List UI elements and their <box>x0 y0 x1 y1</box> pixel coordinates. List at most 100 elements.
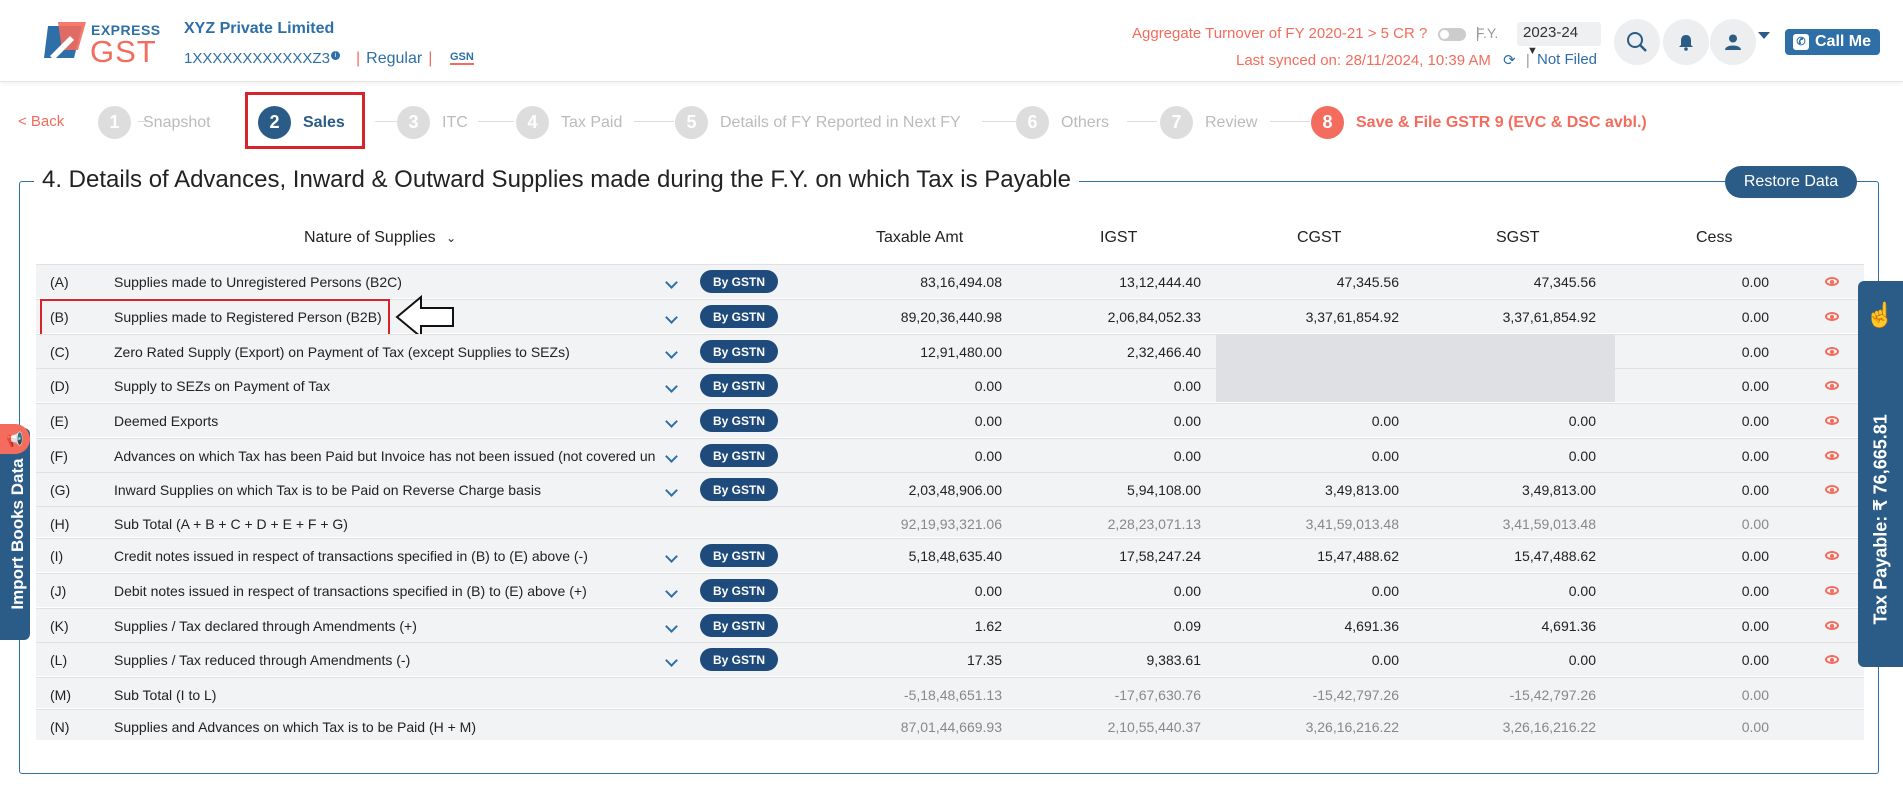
back-link[interactable]: < Back <box>18 113 65 130</box>
step-itc[interactable]: 3 ITC <box>397 106 468 139</box>
chevron-down-icon[interactable] <box>665 620 678 633</box>
eye-icon[interactable] <box>1825 381 1839 390</box>
row-code: (A) <box>50 274 69 290</box>
user-icon <box>1725 34 1741 50</box>
step-review[interactable]: 7 Review <box>1160 106 1257 139</box>
by-gstn-button[interactable]: By GSTN <box>700 614 778 637</box>
row-code: (L) <box>50 652 68 668</box>
sgst-amt: 3,41,59,013.48 <box>1502 516 1596 532</box>
step-next-fy-details[interactable]: 5 Details of FY Reported in Next FY <box>675 106 961 139</box>
row-label: Supplies / Tax reduced through Amendment… <box>114 652 411 668</box>
b2b-row-highlight <box>40 299 390 336</box>
cess-amt: 0.00 <box>1741 413 1769 429</box>
chevron-down-icon[interactable] <box>665 380 678 393</box>
eye-icon[interactable] <box>1825 277 1839 286</box>
header-cgst: CGST <box>1297 229 1342 246</box>
taxable-amt: 0.00 <box>974 413 1002 429</box>
gsn-badge[interactable]: GSN <box>450 51 474 65</box>
stepper-connector <box>982 121 1016 122</box>
step-save-file[interactable]: 8 Save & File GSTR 9 (EVC & DSC avbl.) <box>1311 106 1647 139</box>
table-row: (E) Deemed Exports By GSTN 0.00 0.00 0.0… <box>36 403 1864 437</box>
igst-amt: 0.09 <box>1173 618 1201 634</box>
stepper-connector <box>1127 121 1157 122</box>
cess-amt: 0.00 <box>1741 652 1769 668</box>
by-gstn-button[interactable]: By GSTN <box>700 305 778 328</box>
chevron-down-icon[interactable] <box>665 654 678 667</box>
cgst-amt: 15,47,488.62 <box>1317 548 1399 564</box>
by-gstn-button[interactable]: By GSTN <box>700 374 778 397</box>
fy-select[interactable]: 2023-24 ▼ <box>1517 22 1601 57</box>
eye-icon[interactable] <box>1825 312 1839 321</box>
row-code: (N) <box>50 719 70 735</box>
header-sgst: SGST <box>1496 229 1540 246</box>
eye-icon[interactable] <box>1825 451 1839 460</box>
by-gstn-button[interactable]: By GSTN <box>700 340 778 363</box>
row-label: Supplies / Tax declared through Amendmen… <box>114 618 417 634</box>
row-code: (J) <box>50 583 67 599</box>
step-number: 7 <box>1160 106 1193 139</box>
eye-icon[interactable] <box>1825 586 1839 595</box>
info-icon[interactable]: i <box>330 51 340 60</box>
chevron-down-icon[interactable] <box>665 276 678 289</box>
by-gstn-button[interactable]: By GSTN <box>700 270 778 293</box>
row-label: Sub Total (A + B + C + D + E + F + G) <box>114 516 348 532</box>
by-gstn-button[interactable]: By GSTN <box>700 579 778 602</box>
tax-payable-tab[interactable]: Tax Payable: ₹ 76,665.81 <box>1858 281 1903 667</box>
sgst-amt: 3,37,61,854.92 <box>1502 309 1596 325</box>
step-others[interactable]: 6 Others <box>1016 106 1109 139</box>
chevron-down-icon[interactable] <box>665 484 678 497</box>
chevron-down-icon[interactable] <box>665 311 678 324</box>
import-books-data-tab[interactable]: Import Books Data <box>0 428 30 640</box>
gstn-search-button[interactable] <box>1614 19 1660 65</box>
step-sales[interactable]: 2 Sales <box>258 106 345 139</box>
eye-icon[interactable] <box>1825 485 1839 494</box>
eye-icon[interactable] <box>1825 551 1839 560</box>
taxable-amt: 0.00 <box>974 378 1002 394</box>
sales-step-highlight <box>245 92 365 149</box>
sgst-amt: 4,691.36 <box>1541 618 1597 634</box>
header-nature-of-supplies[interactable]: Nature of Supplies ⌄ <box>304 229 456 247</box>
by-gstn-button[interactable]: By GSTN <box>700 478 778 501</box>
bell-icon <box>1679 35 1693 51</box>
refresh-icon[interactable]: ⟳ <box>1503 52 1516 69</box>
row-code: (C) <box>50 344 70 360</box>
by-gstn-button[interactable]: By GSTN <box>700 444 778 467</box>
igst-amt: 0.00 <box>1173 413 1201 429</box>
row-label: Sub Total (I to L) <box>114 687 217 703</box>
separator: | <box>428 50 433 67</box>
row-code: (B) <box>50 309 69 325</box>
logo-text-gst: GST <box>90 34 157 69</box>
chevron-down-icon[interactable] <box>665 585 678 598</box>
notifications-button[interactable] <box>1663 19 1709 65</box>
table-row: (L) Supplies / Tax reduced through Amend… <box>36 642 1864 676</box>
header-igst: IGST <box>1100 229 1138 246</box>
chevron-down-icon[interactable] <box>665 346 678 359</box>
chevron-down-icon[interactable] <box>665 415 678 428</box>
eye-icon[interactable] <box>1825 416 1839 425</box>
aggregate-turnover-toggle[interactable] <box>1437 27 1466 41</box>
by-gstn-button[interactable]: By GSTN <box>700 648 778 671</box>
express-gst-logo[interactable]: EXPRESS GST <box>44 18 162 69</box>
logo-mark-icon <box>44 22 86 60</box>
eye-icon[interactable] <box>1825 347 1839 356</box>
eye-icon[interactable] <box>1825 655 1839 664</box>
chevron-down-icon[interactable] <box>665 550 678 563</box>
subtotal-row: (H) Sub Total (A + B + C + D + E + F + G… <box>36 506 1864 537</box>
double-chevron-down-icon[interactable]: ⌄ <box>446 230 457 245</box>
call-me-button[interactable]: ✆ Call Me <box>1785 29 1880 55</box>
by-gstn-button[interactable]: By GSTN <box>700 544 778 567</box>
restore-data-button[interactable]: Restore Data <box>1725 166 1857 198</box>
chevron-down-icon[interactable] <box>665 450 678 463</box>
row-code: (K) <box>50 618 69 634</box>
step-tax-paid[interactable]: 4 Tax Paid <box>516 106 622 139</box>
row-label: Zero Rated Supply (Export) on Payment of… <box>114 344 570 360</box>
step-snapshot[interactable]: 1 Snapshot <box>98 106 211 139</box>
user-menu-button[interactable] <box>1710 19 1756 65</box>
by-gstn-button[interactable]: By GSTN <box>700 409 778 432</box>
igst-amt: 13,12,444.40 <box>1119 274 1201 290</box>
megaphone-icon[interactable]: 📢 <box>0 424 30 454</box>
user-menu-caret-icon[interactable] <box>1758 32 1770 39</box>
cgst-amt: 0.00 <box>1371 652 1399 668</box>
sgst-amt: 0.00 <box>1568 652 1596 668</box>
eye-icon[interactable] <box>1825 621 1839 630</box>
